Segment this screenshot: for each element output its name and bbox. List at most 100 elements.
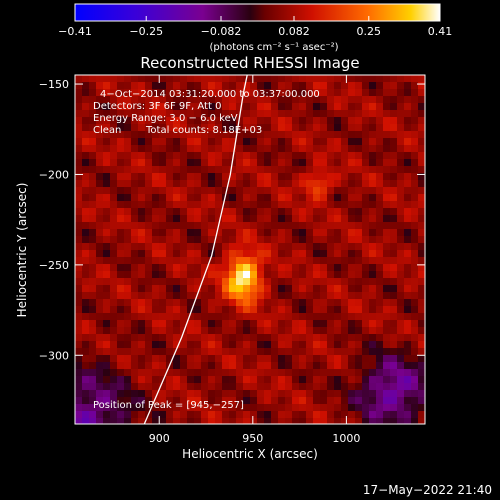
heatmap-cell xyxy=(173,320,181,328)
heatmap-cell xyxy=(208,292,216,300)
heatmap-cell xyxy=(243,348,251,356)
heatmap-cell xyxy=(390,96,398,104)
heatmap-cell xyxy=(117,334,125,342)
heatmap-cell xyxy=(404,264,412,272)
heatmap-cell xyxy=(103,278,111,286)
heatmap-cell xyxy=(390,299,398,307)
heatmap-cell xyxy=(411,117,419,125)
heatmap-cell xyxy=(215,96,223,104)
heatmap-cell xyxy=(397,390,405,398)
heatmap-cell xyxy=(292,117,300,125)
heatmap-cell xyxy=(390,103,398,111)
heatmap-cell xyxy=(369,376,377,384)
heatmap-cell xyxy=(383,355,391,363)
heatmap-cell xyxy=(341,222,349,230)
heatmap-cell xyxy=(257,138,265,146)
heatmap-cell xyxy=(285,82,293,90)
heatmap-cell xyxy=(138,229,146,237)
heatmap-cell xyxy=(278,313,286,321)
heatmap-cell xyxy=(355,138,363,146)
heatmap-cell xyxy=(285,285,293,293)
heatmap-cell xyxy=(187,96,195,104)
heatmap-cell xyxy=(103,173,111,181)
heatmap-cell xyxy=(173,285,181,293)
heatmap-cell xyxy=(278,299,286,307)
heatmap-cell xyxy=(397,110,405,118)
heatmap-cell xyxy=(82,383,90,391)
heatmap-cell xyxy=(131,222,139,230)
heatmap-cell xyxy=(187,166,195,174)
heatmap-cell xyxy=(187,292,195,300)
heatmap-cell xyxy=(75,103,83,111)
heatmap-cell xyxy=(229,306,237,314)
heatmap-cell xyxy=(320,250,328,258)
heatmap-cell xyxy=(397,292,405,300)
heatmap-cell xyxy=(257,208,265,216)
heatmap-cell xyxy=(334,215,342,223)
heatmap-cell xyxy=(173,404,181,412)
heatmap-cell xyxy=(271,404,279,412)
heatmap-cell xyxy=(334,271,342,279)
heatmap-cell xyxy=(355,250,363,258)
heatmap-cell xyxy=(103,264,111,272)
heatmap-cell xyxy=(369,390,377,398)
heatmap-cell xyxy=(397,236,405,244)
heatmap-cell xyxy=(362,306,370,314)
heatmap-cell xyxy=(103,159,111,167)
heatmap-cell xyxy=(250,187,258,195)
heatmap-cell xyxy=(397,306,405,314)
heatmap-cell xyxy=(397,250,405,258)
heatmap-cell xyxy=(243,285,251,293)
heatmap-cell xyxy=(320,404,328,412)
heatmap-cell xyxy=(411,110,419,118)
heatmap-cell xyxy=(341,82,349,90)
heatmap-cell xyxy=(138,89,146,97)
heatmap-cell xyxy=(348,82,356,90)
heatmap-cell xyxy=(404,383,412,391)
heatmap-cell xyxy=(362,229,370,237)
heatmap-cell xyxy=(243,341,251,349)
heatmap-cell xyxy=(75,180,83,188)
heatmap-cell xyxy=(159,166,167,174)
heatmap-cell xyxy=(117,166,125,174)
heatmap-cell xyxy=(173,411,181,419)
heatmap-cell xyxy=(383,222,391,230)
heatmap-cell xyxy=(369,103,377,111)
heatmap-cell xyxy=(292,362,300,370)
heatmap-cell xyxy=(82,222,90,230)
heatmap-cell xyxy=(187,159,195,167)
heatmap-cell xyxy=(166,180,174,188)
heatmap-cell xyxy=(306,110,314,118)
heatmap-cell xyxy=(369,306,377,314)
heatmap-cell xyxy=(229,271,237,279)
heatmap-cell xyxy=(348,145,356,153)
heatmap-cell xyxy=(222,159,230,167)
heatmap-cell xyxy=(348,397,356,405)
heatmap-cell xyxy=(285,369,293,377)
heatmap-cell xyxy=(348,362,356,370)
heatmap-cell xyxy=(180,138,188,146)
heatmap-cell xyxy=(411,313,419,321)
heatmap-cell xyxy=(299,404,307,412)
heatmap-cell xyxy=(229,131,237,139)
heatmap-cell xyxy=(418,75,426,83)
heatmap-cell xyxy=(278,334,286,342)
heatmap-cell xyxy=(285,222,293,230)
heatmap-cell xyxy=(243,292,251,300)
heatmap-cell xyxy=(313,124,321,132)
heatmap-cell xyxy=(320,285,328,293)
heatmap-cell xyxy=(124,103,132,111)
heatmap-cell xyxy=(313,145,321,153)
heatmap-cell xyxy=(341,159,349,167)
heatmap-cell xyxy=(96,257,104,265)
heatmap-cell xyxy=(166,117,174,125)
heatmap-cell xyxy=(306,96,314,104)
heatmap-cell xyxy=(201,96,209,104)
heatmap-cell xyxy=(222,355,230,363)
heatmap-cell xyxy=(229,173,237,181)
heatmap-cell xyxy=(313,341,321,349)
heatmap-cell xyxy=(215,383,223,391)
heatmap-cell xyxy=(103,89,111,97)
colorbar-tick-label: −0.25 xyxy=(129,25,163,38)
heatmap-cell xyxy=(187,264,195,272)
